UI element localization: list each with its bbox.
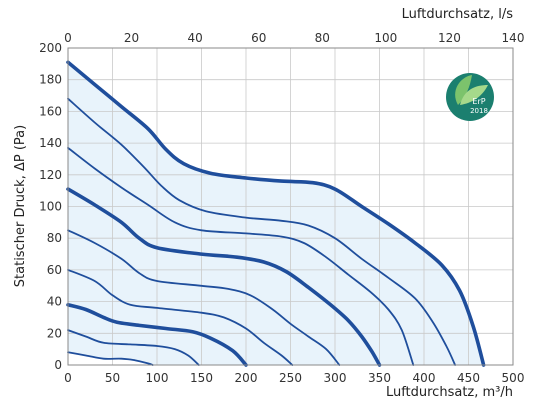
badge-label: ErP [472, 97, 485, 106]
x2-tick-label: 20 [124, 31, 139, 45]
x-tick-label: 200 [235, 371, 258, 385]
fan-curve-8 [67, 329, 200, 366]
y-tick-label: 60 [47, 263, 62, 277]
x-tick-label: 500 [502, 371, 525, 385]
leaf-icon-2 [460, 85, 488, 105]
x-tick-label: 300 [324, 371, 347, 385]
y-tick-label: 40 [47, 295, 62, 309]
x-axis-ticks: 0 50 100 150 200 250 300 350 400 450 500 [64, 371, 524, 385]
fan-curve-3 [67, 147, 415, 366]
y-tick-label: 160 [39, 104, 62, 118]
erp-badge: ErP 2018 [446, 73, 494, 121]
x-tick-label: 250 [279, 371, 302, 385]
y-tick-label: 180 [39, 73, 62, 87]
y-tick-label: 200 [39, 41, 62, 55]
x-tick-label: 0 [64, 371, 72, 385]
y-axis-ticks: 0 20 40 60 80 100 120 140 160 180 200 [39, 41, 62, 372]
x2-tick-label: 140 [502, 31, 525, 45]
y-tick-label: 0 [54, 358, 62, 372]
fan-curves [66, 60, 486, 367]
x2-tick-label: 120 [438, 31, 461, 45]
x-axis-title: Luftdurchsatz, m³/h [386, 385, 513, 400]
y-tick-label: 120 [39, 168, 62, 182]
x2-tick-label: 60 [251, 31, 266, 45]
leaf-icon [455, 75, 472, 105]
y-tick-label: 140 [39, 136, 62, 150]
x2-axis-title: Luftdurchsatz, l/s [402, 7, 514, 22]
plot-frame [67, 47, 514, 366]
fan-curve-1 [66, 60, 486, 367]
x-tick-label: 400 [413, 371, 436, 385]
y-tick-label: 100 [39, 200, 62, 214]
y-axis-title: Statischer Druck, ΔP (Pa) [13, 125, 28, 287]
x-tick-label: 50 [105, 371, 120, 385]
y-tick-label: 80 [47, 231, 62, 245]
x2-tick-label: 100 [374, 31, 397, 45]
badge-year: 2018 [470, 107, 488, 115]
x-tick-label: 100 [146, 371, 169, 385]
x-tick-label: 450 [457, 371, 480, 385]
x2-tick-label: 40 [188, 31, 203, 45]
x2-tick-label: 0 [64, 31, 72, 45]
y-tick-label: 20 [47, 326, 62, 340]
x-tick-label: 350 [368, 371, 391, 385]
fan-curve-5 [67, 229, 341, 366]
x-tick-label: 150 [190, 371, 213, 385]
fan-curve-6 [67, 269, 294, 366]
fan-curve-9 [67, 351, 154, 366]
x2-axis-ticks: 0 20 40 60 80 100 120 140 [64, 31, 524, 45]
fan-curve-7 [66, 303, 248, 367]
fan-curve-4 [66, 187, 382, 367]
x2-tick-label: 80 [315, 31, 330, 45]
fan-curve-2 [67, 97, 456, 366]
